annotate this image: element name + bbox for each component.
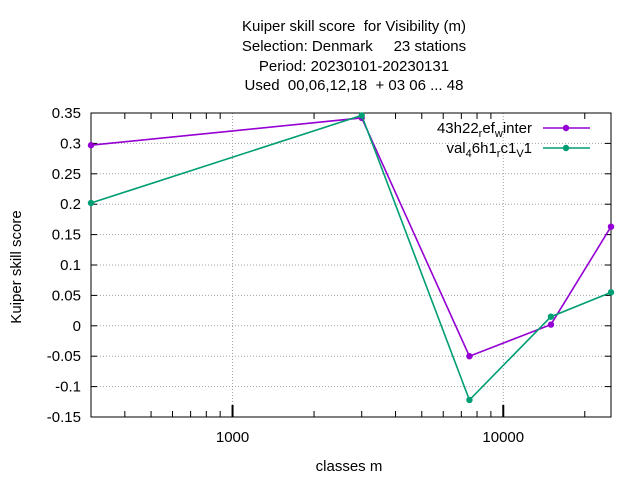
legend-marker [562, 124, 570, 132]
data-point [547, 321, 555, 328]
data-series [87, 112, 615, 404]
data-point [466, 353, 473, 360]
y-tick-label: 0.05 [52, 287, 81, 304]
series-2 [87, 112, 615, 404]
y-tick-label: 0.2 [60, 196, 81, 213]
title-line-4: Used 00,06,12,18 + 03 06 ... 48 [244, 77, 464, 94]
x-tick-label: 10000 [482, 429, 524, 446]
legend-label: val46h1rc1V1 [446, 140, 532, 160]
y-tick-label: 0.3 [60, 135, 81, 152]
title-line-2: Selection: Denmark 23 stations [241, 38, 467, 55]
data-point [607, 289, 615, 296]
y-tick-label: 0 [73, 318, 81, 335]
grid-lines [91, 112, 611, 418]
data-point [358, 112, 365, 119]
x-tick-label: 1000 [216, 429, 249, 446]
series-line [90, 117, 612, 358]
y-tick-label: -0.05 [47, 348, 81, 365]
data-point [607, 223, 615, 230]
y-tick-label: 0.1 [60, 257, 81, 274]
y-tick-label: 0.35 [52, 105, 81, 122]
title-line-1: Kuiper skill score for Visibility (m) [242, 18, 466, 35]
series-1 [87, 114, 615, 360]
data-point [466, 396, 473, 404]
data-point [547, 313, 555, 320]
x-tick-labels: 1000 10000 [216, 429, 524, 446]
y-tick-label: 0.25 [52, 166, 81, 183]
legend-label: 43h22refwinter [437, 120, 532, 140]
legend-marker [562, 144, 570, 152]
plot-frame [90, 112, 612, 418]
series-line [90, 114, 612, 402]
x-axis-label: classes m [316, 458, 383, 475]
y-tick-label: -0.15 [47, 409, 81, 426]
title-line-3: Period: 20230101-20230131 [258, 58, 450, 75]
y-tick-label: -0.1 [55, 379, 81, 396]
y-tick-labels: -0.15 -0.1 -0.05 0 0.05 0.1 0.15 0.2 0.25 0.3 0.35 [47, 105, 81, 426]
data-point [87, 142, 95, 149]
data-point [87, 199, 95, 207]
y-axis-label: Kuiper skill score [8, 210, 25, 323]
y-tick-label: 0.15 [52, 227, 81, 244]
